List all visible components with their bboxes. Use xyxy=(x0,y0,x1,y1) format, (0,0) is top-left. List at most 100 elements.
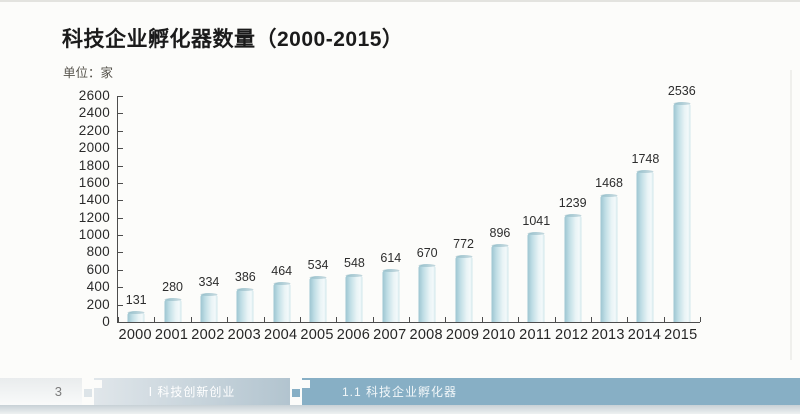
bar-value-label: 896 xyxy=(489,226,511,241)
bar xyxy=(309,275,327,322)
unit-label: 单位：家 xyxy=(63,66,114,80)
bar-value-label: 1468 xyxy=(595,176,623,191)
y-axis-tick xyxy=(118,200,123,202)
x-axis-tick-label: 2000 xyxy=(118,327,152,343)
y-axis-tick xyxy=(118,148,123,150)
y-axis-tick xyxy=(118,217,123,219)
bar xyxy=(600,194,618,322)
bar-value-label: 1239 xyxy=(558,196,587,211)
y-axis-tick xyxy=(118,322,123,323)
y-axis-tick-label: 400 xyxy=(86,279,110,295)
bar xyxy=(491,244,509,322)
plot-area: 131 280 334 386 464 534 548 614 670 772 896 1041 123… xyxy=(117,84,701,323)
bar-value-label: 772 xyxy=(453,236,474,251)
x-axis-tick xyxy=(190,317,192,322)
x-axis-tick-label: 2012 xyxy=(554,327,589,343)
y-axis-tick-label: 1000 xyxy=(78,227,110,243)
scan-right-edge xyxy=(790,70,792,360)
y-axis-tick-label: 2000 xyxy=(78,140,110,156)
bar xyxy=(127,310,145,322)
bar-slot: 1748 xyxy=(627,96,663,322)
bar-slot: 2536 xyxy=(664,84,700,322)
x-axis-tick-label: 2015 xyxy=(664,327,698,343)
x-axis-labels: 2000 2001 2002 2003 2004 2005 2006 2007 2008 2009… xyxy=(117,327,699,343)
bar xyxy=(636,170,654,322)
x-axis-tick-label: 2003 xyxy=(227,327,262,343)
x-axis-tick xyxy=(518,317,520,322)
footer-chapter-tab: Ⅰ 科技创新创业 xyxy=(94,378,290,405)
bar-slot: 1041 xyxy=(518,96,554,322)
y-axis-tick xyxy=(118,269,123,271)
x-axis-tick xyxy=(700,317,701,322)
bar xyxy=(564,214,582,322)
x-axis-tick-label: 2002 xyxy=(191,327,225,343)
y-axis-tick-label: 2600 xyxy=(78,88,110,103)
bar-slot: 534 xyxy=(300,96,336,322)
y-axis-tick-label: 2400 xyxy=(78,105,110,121)
bar-value-label: 548 xyxy=(344,256,365,271)
x-axis-tick-label: 2006 xyxy=(336,327,371,343)
y-axis-tick-label: 0 xyxy=(102,314,110,329)
bar xyxy=(273,281,291,322)
x-axis-tick xyxy=(263,317,265,322)
y-axis-tick-label: 1400 xyxy=(78,192,110,208)
puzzle-connector xyxy=(94,380,102,388)
x-axis-tick xyxy=(590,317,592,322)
bar-value-label: 670 xyxy=(416,245,438,260)
footer-section-tab: 1.1 科技企业孵化器 xyxy=(302,378,800,405)
puzzle-connector xyxy=(84,389,92,397)
bar-value-label: 614 xyxy=(380,250,402,265)
y-axis-labels: 0 200 400 600 800 1000 1200 1400 1600 1800 2000 220… xyxy=(0,88,110,329)
page-title: 科技企业孵化器数量（2000-2015） xyxy=(62,28,404,51)
bar xyxy=(345,274,363,322)
x-axis-tick-label: 2004 xyxy=(263,327,298,343)
y-axis-tick-label: 1200 xyxy=(78,209,110,225)
x-axis-tick-label: 2001 xyxy=(154,327,189,343)
bar-value-label: 2536 xyxy=(667,83,696,98)
page-number: 3 xyxy=(0,378,82,405)
y-axis-tick-label: 2200 xyxy=(78,122,110,138)
bar-value-label: 280 xyxy=(162,279,183,294)
bar-value-label: 534 xyxy=(307,257,329,272)
x-axis-tick-label: 2010 xyxy=(482,327,516,343)
y-axis-tick xyxy=(118,235,123,237)
bar xyxy=(236,288,254,322)
y-axis-tick-label: 600 xyxy=(86,261,110,277)
x-axis-tick xyxy=(554,317,556,322)
x-axis-tick-label: 2014 xyxy=(627,327,662,343)
x-axis-tick xyxy=(409,317,410,322)
y-axis-tick xyxy=(118,304,123,306)
bar-value-label: 386 xyxy=(234,270,256,285)
bar-slot: 896 xyxy=(482,96,518,322)
bar xyxy=(200,292,218,322)
puzzle-connector xyxy=(292,389,300,397)
bar xyxy=(527,231,545,322)
y-axis-tick xyxy=(118,182,123,184)
puzzle-connector xyxy=(302,380,310,388)
bar-slots: 131 280 334 386 464 534 548 614 670 772 896 1041 123… xyxy=(118,84,700,322)
y-axis-tick xyxy=(118,287,123,289)
x-axis-tick xyxy=(663,317,665,322)
bar-value-label: 131 xyxy=(125,292,147,307)
bar xyxy=(673,101,691,322)
x-axis-tick xyxy=(627,317,629,322)
y-axis-tick-label: 800 xyxy=(86,244,110,260)
y-axis-tick-label: 200 xyxy=(86,296,110,312)
bar xyxy=(164,297,182,322)
bar-slot: 670 xyxy=(409,96,445,322)
bar-slot: 386 xyxy=(227,96,263,322)
y-axis-tick xyxy=(118,96,123,97)
bar-slot: 280 xyxy=(154,96,190,322)
x-axis-tick xyxy=(299,317,301,322)
bar-slot: 334 xyxy=(191,96,227,322)
y-axis-tick-label: 1800 xyxy=(78,157,110,173)
bar-slot: 131 xyxy=(118,96,154,322)
x-axis-tick xyxy=(118,317,119,322)
bar-slot: 772 xyxy=(445,96,481,322)
bar-value-label: 334 xyxy=(198,274,220,289)
x-axis-tick xyxy=(372,317,374,322)
x-axis-tick xyxy=(445,317,447,322)
bottom-page-edge xyxy=(0,405,800,414)
y-axis-tick xyxy=(118,165,123,167)
bar-slot: 614 xyxy=(373,96,409,322)
